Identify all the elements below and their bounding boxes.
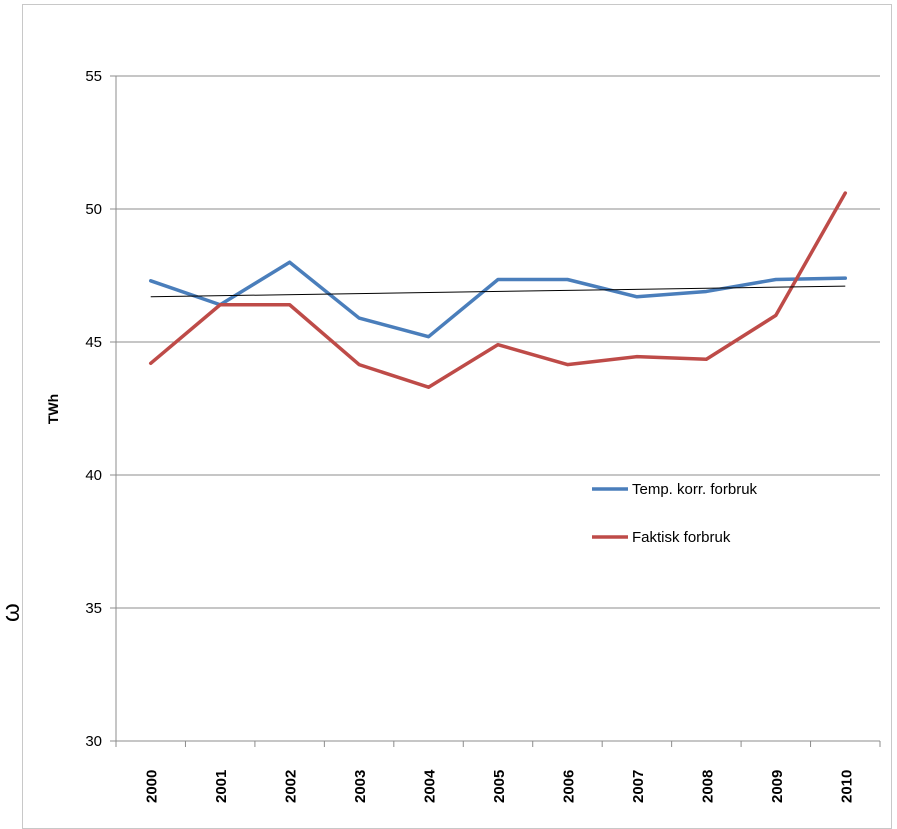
- y-tick-label: 45: [85, 334, 102, 351]
- trendline: [150, 285, 846, 298]
- chart-frame: [22, 4, 892, 829]
- y-tick-label: 55: [85, 68, 102, 85]
- x-tick-label: 2010: [838, 770, 855, 803]
- series-line-1: [148, 260, 848, 339]
- legend-label-1: Temp. korr. forbruk: [632, 481, 758, 498]
- y-tick-label: 50: [85, 201, 102, 218]
- legend-label-2: Faktisk forbruk: [632, 529, 731, 546]
- x-tick-label: 2006: [560, 770, 577, 803]
- y-tick-label: 40: [85, 467, 102, 484]
- x-tick-label: 2007: [630, 770, 647, 803]
- x-tick-label: 2005: [491, 770, 508, 803]
- stray-glyph: ω: [0, 603, 25, 622]
- x-tick-label: 2002: [283, 770, 300, 803]
- x-tick-label: 2000: [144, 770, 161, 803]
- y-tick-label: 30: [85, 733, 102, 750]
- x-tick-label: 2009: [769, 770, 786, 803]
- y-tick-label: 35: [85, 600, 102, 617]
- x-tick-label: 2004: [422, 769, 439, 803]
- y-axis-label: TWh: [45, 394, 61, 424]
- x-tick-label: 2003: [352, 770, 369, 803]
- x-tick-label: 2001: [213, 770, 230, 803]
- series-line-2: [148, 191, 848, 389]
- x-tick-label: 2008: [699, 770, 716, 803]
